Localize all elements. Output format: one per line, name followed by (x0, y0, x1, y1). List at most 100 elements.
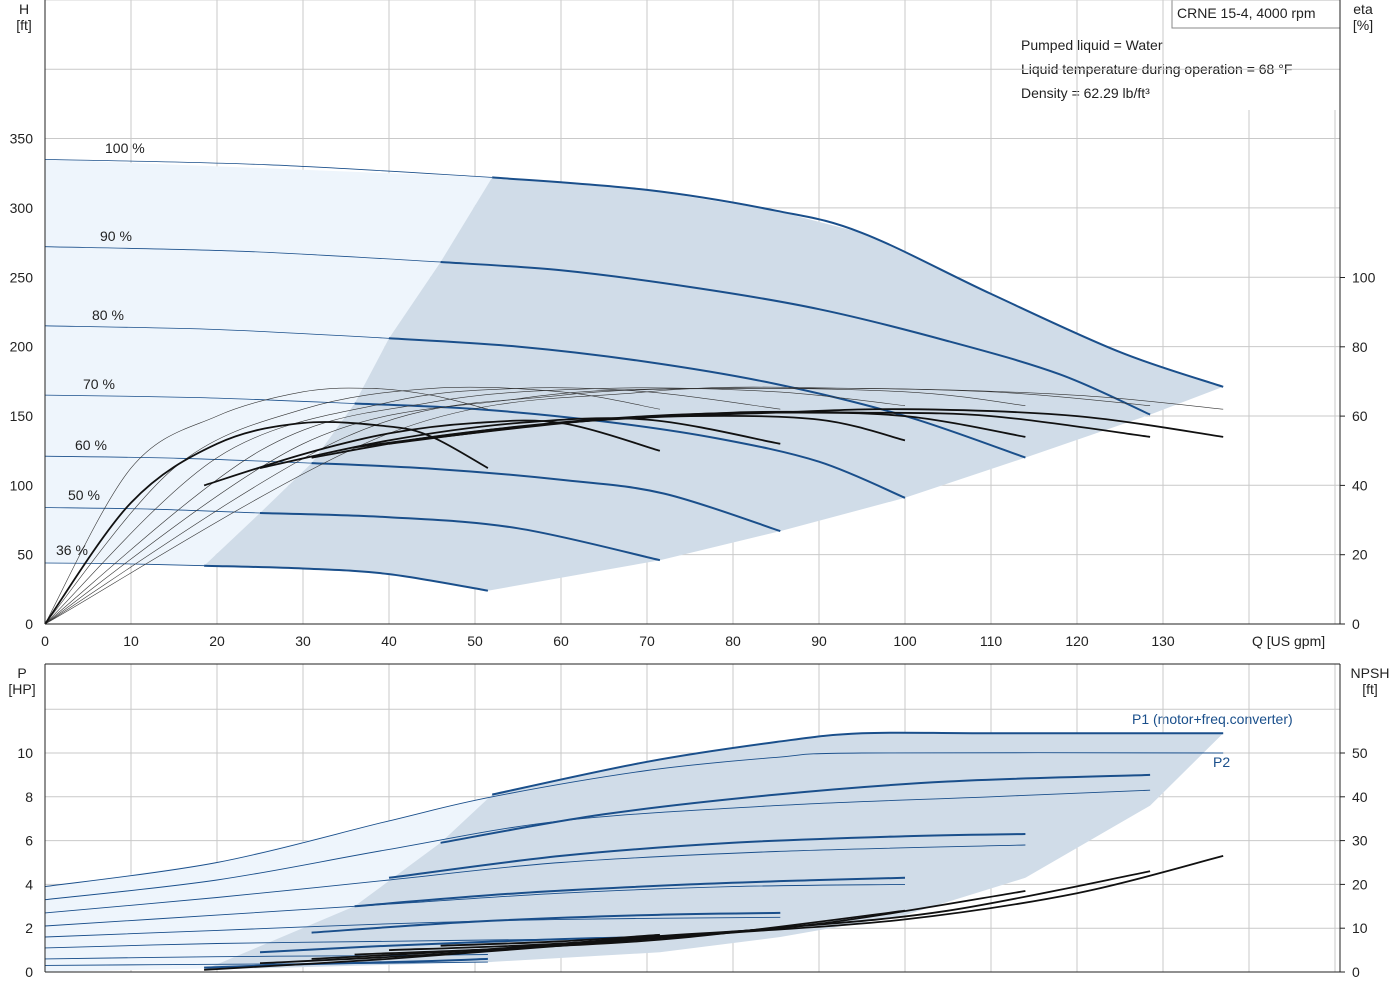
x-tick-label: 20 (209, 633, 225, 649)
npsh-curve (354, 909, 906, 956)
npsh-tick-label: 50 (1352, 745, 1368, 761)
efficiency-curve (259, 417, 781, 469)
speed-label: 80 % (92, 307, 124, 323)
power-npsh-plot: 0 2 4 6 8 10 0 10 20 30 40 50 (17, 663, 1368, 980)
head-curve (259, 512, 661, 562)
x-tick-label: 40 (381, 633, 397, 649)
h-tick-label: 300 (10, 200, 34, 216)
low-flow-region (45, 159, 493, 566)
npsh-axis-title: NPSH (1351, 665, 1390, 681)
h-tick-label: 250 (10, 269, 34, 285)
x-tick-label: 50 (467, 633, 483, 649)
info-line: Density = 62.29 lb/ft³ (1021, 85, 1150, 101)
head-curve (311, 462, 781, 533)
h-axis-unit: [ft] (16, 17, 32, 33)
operating-region (204, 177, 1224, 591)
efficiency-curve-thin (44, 387, 781, 625)
p-tick-label: 2 (25, 920, 33, 936)
p-tick-label: 6 (25, 833, 33, 849)
efficiency-curve-thin (44, 387, 906, 625)
x-tick-label: 30 (295, 633, 311, 649)
efficiency-curve-thin (44, 386, 1224, 625)
efficiency-curve-thin (44, 387, 488, 625)
head-curve-low-flow (44, 455, 312, 464)
speed-label: 50 % (68, 487, 100, 503)
speed-label: 36 % (56, 542, 88, 558)
p1-curve (204, 957, 488, 969)
x-tick-label: 100 (893, 633, 917, 649)
head-curve (440, 261, 1151, 416)
head-curve-low-flow (44, 159, 493, 178)
p1-curve (388, 833, 1026, 879)
p1-curve (440, 773, 1151, 844)
head-curve (354, 402, 906, 499)
operating-region (204, 733, 1224, 970)
x-tick-label: 70 (639, 633, 655, 649)
npsh-curve (388, 927, 781, 951)
h-tick-label: 100 (10, 477, 34, 493)
head-curve-low-flow (44, 507, 261, 514)
eta-tick-label: 20 (1352, 547, 1368, 563)
head-curve-low-flow (44, 394, 355, 404)
x-tick-label: 10 (123, 633, 139, 649)
eta-tick-label: 0 (1352, 616, 1360, 632)
head-curve-low-flow (44, 325, 390, 339)
p-tick-label: 4 (25, 876, 33, 892)
x-tick-label: 80 (725, 633, 741, 649)
p1-curve (491, 731, 1224, 796)
p2-series-label: P2 (1213, 754, 1230, 770)
x-tick-label: 60 (553, 633, 569, 649)
npsh-tick-label: 0 (1352, 964, 1360, 980)
h-tick-label: 200 (10, 339, 34, 355)
p-axis-unit: [HP] (8, 681, 35, 697)
h-tick-label: 50 (17, 547, 33, 563)
x-tick-label: 90 (811, 633, 827, 649)
head-curve (204, 564, 489, 592)
p1-curve (354, 876, 906, 908)
info-line: Pumped liquid = Water (1021, 37, 1163, 53)
eta-tick-label: 80 (1352, 339, 1368, 355)
h-axis-title: H (19, 1, 29, 17)
npsh-axis-unit: [ft] (1362, 681, 1378, 697)
head-curve-low-flow (44, 246, 441, 263)
npsh-curve (440, 933, 660, 947)
x-tick-label: 120 (1065, 633, 1089, 649)
eta-tick-label: 40 (1352, 477, 1368, 493)
p-tick-label: 10 (17, 745, 33, 761)
x-axis-unit: Q [US gpm] (1252, 633, 1325, 649)
p2-curve (44, 883, 906, 927)
h-tick-label: 150 (10, 408, 34, 424)
h-tick-label: 0 (25, 616, 33, 632)
eta-tick-label: 100 (1352, 270, 1376, 286)
npsh-tick-label: 30 (1352, 833, 1368, 849)
legend-box-text: CRNE 15-4, 4000 rpm (1177, 5, 1316, 21)
p2-curve (44, 961, 488, 966)
x-tick-label: 110 (980, 633, 1003, 649)
speed-label: 60 % (75, 437, 107, 453)
p-tick-label: 0 (25, 964, 33, 980)
x-tick-label: 0 (41, 633, 49, 649)
eta-axis-unit: [%] (1353, 17, 1373, 33)
p-axis-title: P (17, 665, 26, 681)
speed-label: 90 % (100, 228, 132, 244)
npsh-tick-label: 40 (1352, 789, 1368, 805)
head-curve (388, 337, 1026, 459)
eta-tick-label: 60 (1352, 408, 1368, 424)
head-curve (492, 176, 1224, 388)
efficiency-curve (440, 408, 1224, 438)
efficiency-curve (203, 419, 661, 487)
efficiency-curve-thin (44, 387, 1151, 625)
npsh-tick-label: 20 (1352, 876, 1368, 892)
p-tick-label: 8 (25, 789, 33, 805)
p2-curve (44, 844, 1026, 914)
efficiency-curve-thin (44, 387, 1026, 625)
speed-label: 70 % (83, 376, 115, 392)
efficiency-curve-thin (44, 386, 660, 625)
p2-curve (44, 752, 1224, 888)
head-efficiency-plot: 100 %90 %80 %70 %60 %50 %36 %05010015020… (10, 0, 1376, 649)
p1-curve (311, 911, 781, 934)
p2-curve (44, 916, 781, 938)
h-tick-label: 350 (10, 131, 34, 147)
speed-label: 100 % (105, 140, 145, 156)
